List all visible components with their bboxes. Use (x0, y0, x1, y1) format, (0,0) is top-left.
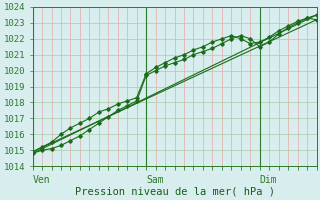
X-axis label: Pression niveau de la mer( hPa ): Pression niveau de la mer( hPa ) (75, 187, 275, 197)
